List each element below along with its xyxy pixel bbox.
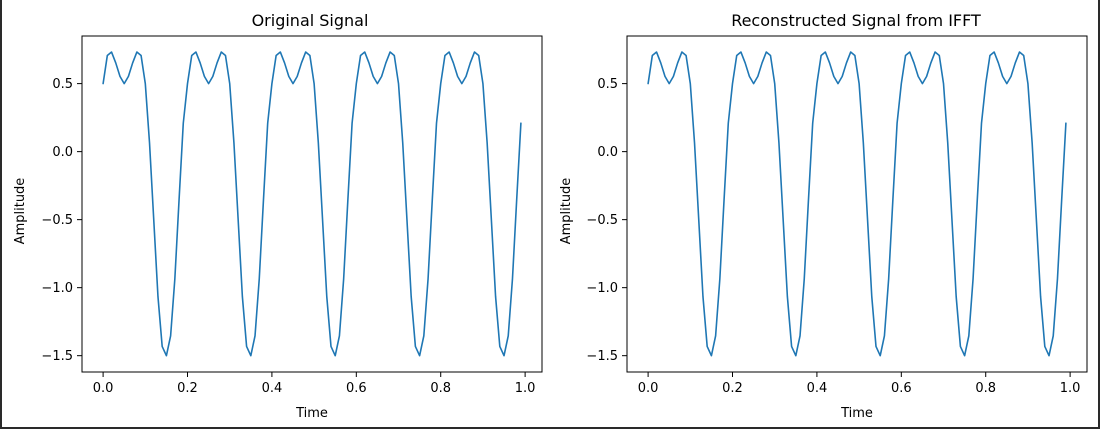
y-tick-label: −1.0 xyxy=(586,281,618,296)
x-tick-label: 0.8 xyxy=(430,381,451,396)
y-tick-label: −1.5 xyxy=(41,349,73,364)
y-tick-label: −0.5 xyxy=(586,213,618,228)
y-tick-label: 0.5 xyxy=(597,77,618,92)
x-tick-label: 0.6 xyxy=(891,381,912,396)
x-tick-label: 0.4 xyxy=(807,381,828,396)
y-axis-label: Amplitude xyxy=(13,178,28,245)
y-tick-label: 0.0 xyxy=(52,145,73,160)
chart-title: Reconstructed Signal from IFFT xyxy=(731,11,981,30)
y-tick-label: −1.0 xyxy=(41,281,73,296)
y-tick-label: 0.5 xyxy=(52,77,73,92)
series-line xyxy=(647,51,1067,357)
x-axis-label: Time xyxy=(840,406,873,421)
y-tick-label: 0.0 xyxy=(597,145,618,160)
chart-title: Original Signal xyxy=(252,11,369,30)
x-tick-label: 0.4 xyxy=(262,381,283,396)
y-tick-label: −0.5 xyxy=(41,213,73,228)
y-tick-label: −1.5 xyxy=(586,349,618,364)
y-axis-label: Amplitude xyxy=(559,178,574,245)
series-line xyxy=(102,51,522,357)
x-tick-label: 0.2 xyxy=(177,381,198,396)
x-tick-label: 0.0 xyxy=(638,381,659,396)
chart-reconstructed-signal: Reconstructed Signal from IFFT Time Ampl… xyxy=(559,11,1088,421)
axes-frame xyxy=(81,35,543,373)
x-tick-label: 0.8 xyxy=(975,381,996,396)
x-tick-label: 0.0 xyxy=(93,381,114,396)
chart-original-signal: Original Signal Time Amplitude 0.0 0.2 0.4… xyxy=(13,11,543,421)
x-tick-label: 1.0 xyxy=(1060,381,1081,396)
x-tick-label: 0.6 xyxy=(346,381,367,396)
x-tick-label: 0.2 xyxy=(722,381,743,396)
x-axis-label: Time xyxy=(295,406,328,421)
axes-frame xyxy=(626,35,1088,373)
x-tick-label: 1.0 xyxy=(515,381,536,396)
